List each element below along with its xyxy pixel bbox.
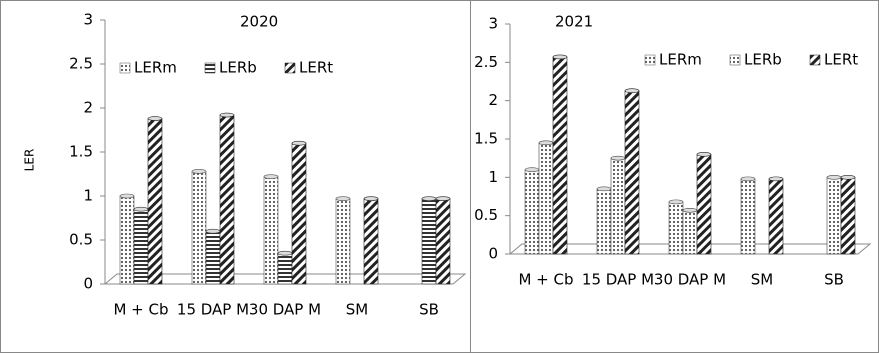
legend-label: LERm (659, 51, 702, 69)
legend-label: LERt (824, 51, 858, 69)
bar (435, 198, 451, 285)
bar-cap (133, 206, 149, 212)
bar-cap (768, 176, 784, 182)
bar (826, 177, 842, 255)
legend-swatch (644, 54, 656, 66)
bar (596, 188, 612, 255)
y-tick-label: 3 (488, 15, 498, 33)
bar-cap (740, 176, 756, 182)
legend-swatch (119, 62, 131, 74)
bar (552, 56, 568, 255)
bar-cap (263, 174, 279, 179)
x-tick-label: SM (751, 271, 773, 289)
y-tick-label: 1.5 (69, 143, 93, 161)
bar (668, 201, 684, 255)
y-tick-label: 0.5 (69, 231, 93, 249)
bar-cap (335, 196, 351, 201)
bar-cap (696, 152, 712, 157)
bar-cap (624, 88, 640, 93)
bar-cap (552, 54, 568, 60)
bar (191, 171, 207, 285)
chart-title: 2021 (555, 13, 593, 31)
y-tick-label: 1 (83, 187, 93, 205)
x-tick-label: 15 DAP M (177, 301, 249, 319)
y-tick-label: 2.5 (474, 53, 498, 71)
bar-cap (147, 116, 163, 121)
bar-cap (596, 186, 612, 192)
bar (421, 198, 437, 285)
bar (263, 176, 279, 285)
x-tick-label: M + Cb (113, 301, 168, 319)
legend-label: LERb (744, 51, 782, 69)
bar (119, 195, 135, 285)
bar-cap (668, 199, 684, 205)
legend-swatch (204, 62, 216, 74)
legend-label: LERm (134, 59, 177, 77)
bar (524, 169, 540, 255)
bar-cap (191, 169, 207, 174)
legend-swatch (809, 54, 821, 66)
bar-cap (682, 208, 698, 213)
bar (538, 142, 554, 255)
y-tick-label: 2 (488, 91, 498, 109)
bar (277, 252, 293, 285)
bar-cap (219, 112, 235, 118)
bar-cap (435, 196, 451, 201)
legend-label: LERt (299, 59, 333, 77)
bar (147, 118, 163, 285)
bar-cap (363, 196, 379, 201)
bar (219, 114, 235, 285)
bar (768, 178, 784, 255)
bar (610, 157, 626, 255)
bar-cap (291, 140, 307, 146)
y-tick-label: 0.5 (474, 206, 498, 224)
bar-cap (538, 140, 554, 146)
x-tick-label: 30 DAP M (654, 271, 726, 289)
bar-cap (840, 175, 856, 180)
bar-cap (119, 193, 135, 199)
x-tick-label: M + Cb (518, 271, 573, 289)
x-tick-label: SM (346, 301, 368, 319)
x-tick-label: SB (419, 301, 439, 319)
y-tick-label: 2 (83, 99, 93, 117)
bar-cap (277, 250, 293, 256)
y-tick-label: 3 (83, 11, 93, 29)
bar-cap (421, 196, 437, 201)
x-tick-label: 30 DAP M (249, 301, 321, 319)
bar (335, 198, 351, 285)
y-axis-label: LER (23, 149, 37, 172)
legend-swatch (729, 54, 741, 66)
bar (133, 208, 149, 285)
legend-swatch (284, 62, 296, 74)
bar (840, 177, 856, 255)
y-tick-label: 0 (488, 245, 498, 263)
bar (363, 198, 379, 285)
legend-label: LERb (219, 59, 257, 77)
bar-cap (826, 175, 842, 180)
y-tick-label: 1.5 (474, 130, 498, 148)
bar (682, 210, 698, 255)
bar (696, 154, 712, 255)
bar (291, 142, 307, 285)
bar (205, 230, 221, 285)
y-tick-label: 1 (488, 168, 498, 186)
bar-cap (610, 155, 626, 161)
bar (740, 178, 756, 255)
y-tick-label: 2.5 (69, 55, 93, 73)
bar-cap (205, 228, 221, 234)
bar-cap (524, 167, 540, 172)
bar (624, 90, 640, 255)
x-tick-label: SB (824, 271, 844, 289)
x-tick-label: 15 DAP M (582, 271, 654, 289)
y-tick-label: 0 (83, 275, 93, 293)
chart-title: 2020 (240, 13, 278, 31)
